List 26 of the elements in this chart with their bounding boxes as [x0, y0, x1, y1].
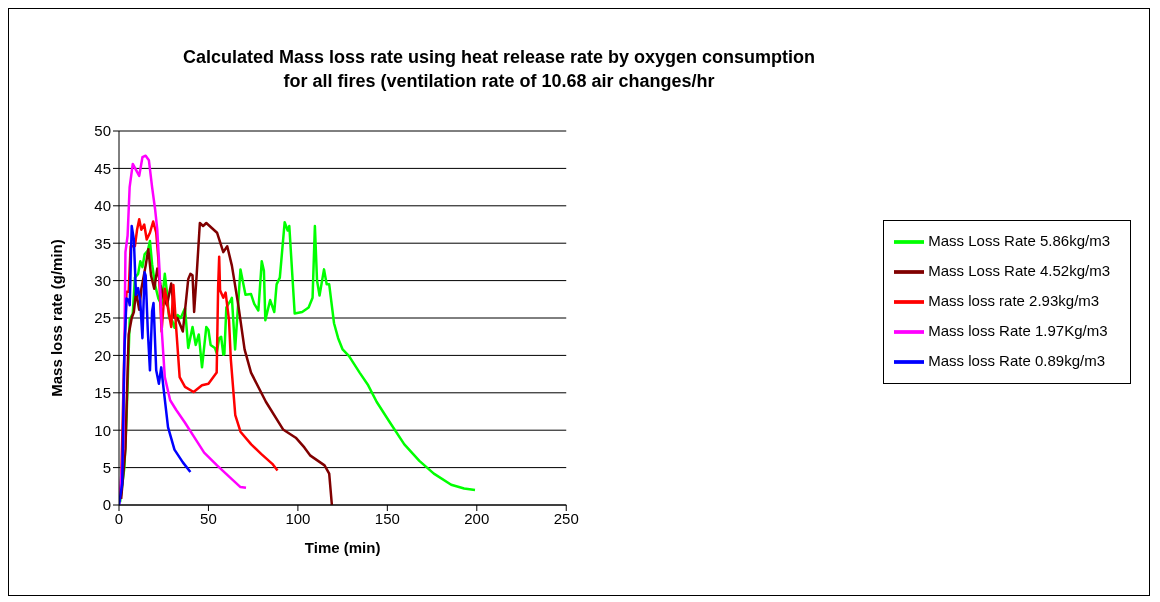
- x-tick-label: 0: [114, 509, 124, 527]
- x-tick-label: 250: [553, 509, 579, 527]
- x-tick-label: 150: [374, 509, 400, 527]
- y-tick-label: 40: [94, 197, 111, 215]
- y-axis-title: Mass loss rate (g/min): [48, 239, 66, 397]
- y-tick-label: 45: [94, 159, 111, 177]
- legend-label: Mass loss rate 2.93kg/m3: [928, 291, 1100, 309]
- y-tick-label: 50: [94, 122, 111, 140]
- y-tick-label: 15: [94, 384, 111, 402]
- legend-label: Mass Loss Rate 4.52kg/m3: [928, 261, 1110, 279]
- y-tick-label: 5: [102, 458, 111, 476]
- y-tick-label: 20: [94, 346, 111, 364]
- y-tick-label: 25: [94, 309, 111, 327]
- y-tick-label: 0: [102, 496, 111, 514]
- legend-label: Mass loss Rate 1.97Kg/m3: [928, 321, 1108, 339]
- x-axis-title: Time (min): [304, 539, 381, 556]
- y-tick-label: 30: [94, 271, 111, 289]
- x-tick-label: 50: [200, 509, 217, 527]
- y-tick-label: 35: [94, 234, 111, 252]
- x-tick-label: 200: [464, 509, 490, 527]
- legend-label: Mass loss Rate 0.89kg/m3: [928, 351, 1105, 369]
- x-tick-label: 100: [285, 509, 311, 527]
- chart-title: Calculated Mass loss rate using heat release rate by oxygen consumption for all fires (ventilation rate of 10.68 air changes/hr: [181, 46, 817, 93]
- line-series: [119, 224, 192, 505]
- y-tick-label: 10: [94, 421, 111, 439]
- legend-label: Mass Loss Rate 5.86kg/m3: [928, 231, 1110, 249]
